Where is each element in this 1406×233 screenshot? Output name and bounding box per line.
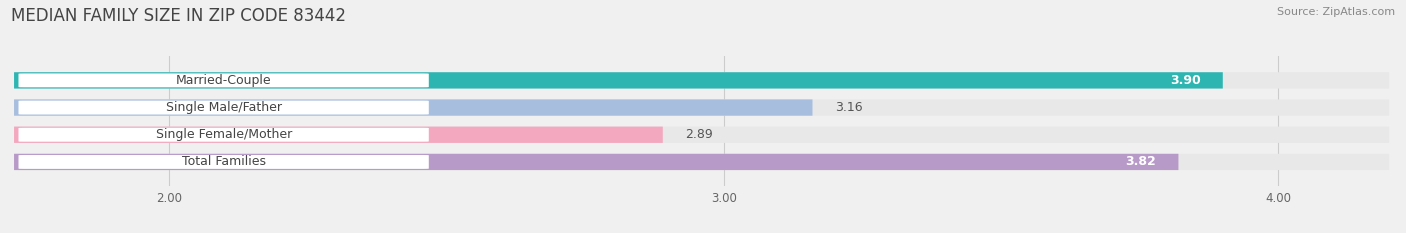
Text: 3.82: 3.82 — [1126, 155, 1156, 168]
FancyBboxPatch shape — [14, 72, 1389, 89]
FancyBboxPatch shape — [14, 99, 813, 116]
FancyBboxPatch shape — [14, 99, 1389, 116]
FancyBboxPatch shape — [18, 101, 429, 115]
Text: 3.16: 3.16 — [835, 101, 862, 114]
Text: 2.89: 2.89 — [685, 128, 713, 141]
Text: MEDIAN FAMILY SIZE IN ZIP CODE 83442: MEDIAN FAMILY SIZE IN ZIP CODE 83442 — [11, 7, 346, 25]
FancyBboxPatch shape — [14, 154, 1178, 170]
Text: Source: ZipAtlas.com: Source: ZipAtlas.com — [1277, 7, 1395, 17]
Text: Total Families: Total Families — [181, 155, 266, 168]
FancyBboxPatch shape — [14, 127, 1389, 143]
FancyBboxPatch shape — [18, 155, 429, 169]
Text: Single Male/Father: Single Male/Father — [166, 101, 281, 114]
FancyBboxPatch shape — [18, 128, 429, 142]
FancyBboxPatch shape — [14, 127, 662, 143]
Text: Married-Couple: Married-Couple — [176, 74, 271, 87]
FancyBboxPatch shape — [14, 154, 1389, 170]
FancyBboxPatch shape — [18, 73, 429, 87]
Text: 3.90: 3.90 — [1170, 74, 1201, 87]
Text: Single Female/Mother: Single Female/Mother — [156, 128, 292, 141]
FancyBboxPatch shape — [14, 72, 1223, 89]
